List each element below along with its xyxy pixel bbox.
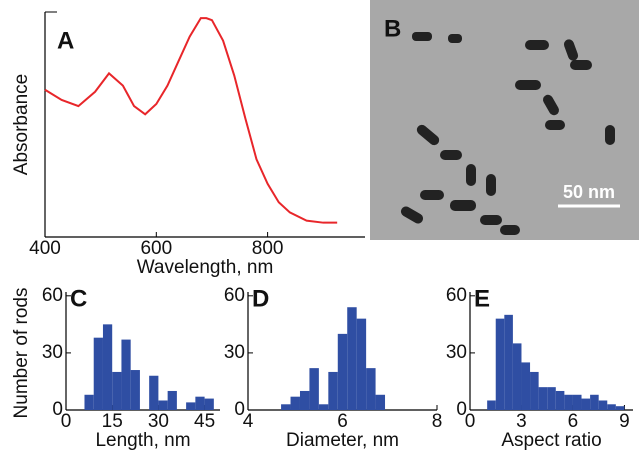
x-tick-label: 45 — [194, 411, 215, 432]
panel-label: C — [70, 285, 87, 312]
bar — [130, 370, 140, 410]
x-tick-label: 9 — [619, 411, 630, 432]
bar — [366, 368, 376, 410]
x-tick-label: 3 — [516, 411, 527, 432]
bar — [615, 406, 625, 410]
panel-label: D — [252, 285, 269, 312]
bar — [299, 390, 310, 410]
spectrum-line — [44, 17, 338, 224]
bar — [495, 318, 505, 410]
bar — [530, 371, 539, 410]
bar — [281, 404, 291, 410]
bar — [195, 396, 205, 410]
bar — [581, 398, 591, 410]
bar — [375, 394, 386, 410]
bar — [93, 337, 103, 410]
x-tick-label: 400 — [29, 238, 61, 259]
y-tick-label: 0 — [456, 399, 467, 420]
bar — [487, 400, 496, 410]
bar — [290, 396, 300, 410]
bar — [572, 394, 582, 410]
x-tick-label: 30 — [148, 411, 169, 432]
bar — [318, 404, 329, 410]
bar — [149, 375, 159, 410]
bar — [112, 371, 122, 410]
bar — [555, 390, 565, 410]
bar — [158, 400, 168, 410]
x-tick-label: 800 — [252, 238, 284, 259]
bar — [512, 343, 522, 410]
bar — [547, 387, 556, 410]
image-background — [370, 0, 639, 240]
nanorods — [400, 32, 615, 235]
y-axis-label: Absorbance — [11, 74, 32, 175]
bar — [598, 400, 608, 410]
x-tick-label: 6 — [337, 411, 348, 432]
x-tick-label: 8 — [432, 411, 443, 432]
bar — [504, 314, 513, 410]
tem-image — [370, 0, 639, 240]
bar — [204, 398, 214, 410]
x-tick-label: 4 — [243, 411, 254, 432]
x-tick-label: 15 — [102, 411, 123, 432]
x-tick-label: 0 — [465, 411, 476, 432]
x-tick-label: 0 — [61, 411, 72, 432]
y-axis-label: Number of rods — [11, 288, 32, 419]
bar — [521, 362, 531, 410]
x-axis-label: Diameter, nm — [286, 430, 399, 451]
y-tick-label: 0 — [52, 399, 63, 420]
x-axis-label: Length, nm — [95, 430, 190, 451]
panel-label: A — [57, 27, 74, 54]
y-tick-label: 0 — [234, 399, 245, 420]
y-tick-label: 30 — [42, 342, 63, 363]
bar — [538, 387, 548, 410]
bar — [590, 394, 599, 410]
bar — [337, 333, 348, 410]
bar — [356, 318, 367, 410]
panel-label: E — [474, 285, 490, 312]
y-tick-label: 60 — [42, 285, 63, 306]
bar — [121, 339, 131, 410]
scale-label: 50 nm — [563, 182, 615, 202]
bar — [84, 394, 94, 410]
y-tick-label: 30 — [446, 342, 467, 363]
x-axis-label: Aspect ratio — [501, 430, 601, 451]
bar — [167, 390, 177, 410]
x-axis-label: Wavelength, nm — [137, 257, 274, 278]
x-tick-label: 600 — [140, 238, 172, 259]
bar — [347, 307, 357, 410]
bar — [328, 371, 338, 410]
y-tick-label: 60 — [224, 285, 245, 306]
bar — [607, 404, 616, 410]
bar — [564, 394, 573, 410]
x-tick-label: 6 — [568, 411, 579, 432]
y-tick-label: 60 — [446, 285, 467, 306]
y-tick-label: 30 — [224, 342, 245, 363]
bar — [102, 324, 113, 410]
panel-label: B — [384, 15, 401, 42]
bar — [309, 368, 319, 410]
bar — [186, 402, 196, 410]
